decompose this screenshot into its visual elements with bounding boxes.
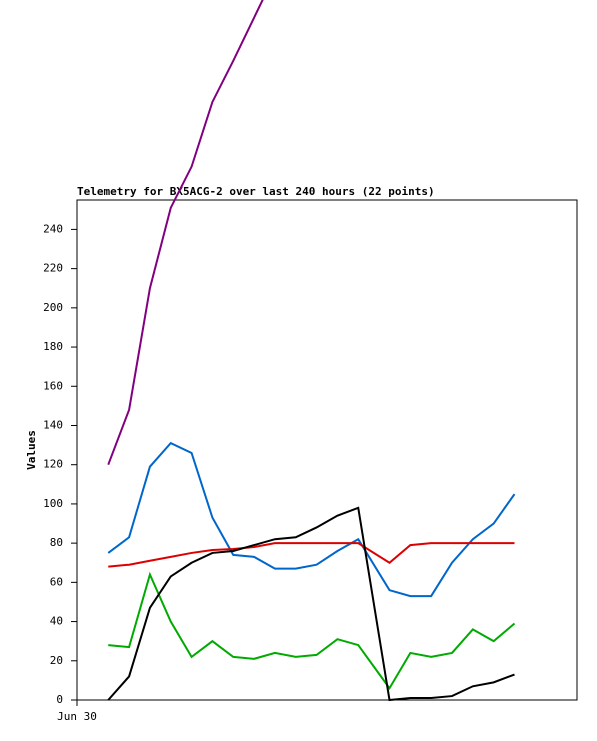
y-tick-label: 120 xyxy=(43,458,63,471)
series-line xyxy=(107,0,264,466)
y-tick-label: 40 xyxy=(50,615,63,628)
plot-frame xyxy=(76,199,578,701)
chart-title: Telemetry for BX5ACG-2 over last 240 hou… xyxy=(77,185,435,198)
x-tick-label: Jun 30 xyxy=(57,710,97,723)
y-tick-label: 240 xyxy=(43,222,63,235)
y-tick-label: 20 xyxy=(50,654,63,667)
y-tick-label: 200 xyxy=(43,301,63,314)
y-tick-label: 100 xyxy=(43,497,63,510)
y-tick-label: 160 xyxy=(43,379,63,392)
y-tick-label: 0 xyxy=(56,693,63,706)
series-line xyxy=(107,441,516,598)
y-tick-label: 220 xyxy=(43,262,63,275)
series-line xyxy=(108,542,515,568)
y-axis-label: Values xyxy=(25,430,38,470)
y-tick-label: 80 xyxy=(50,536,63,549)
series-line xyxy=(108,571,516,691)
y-tick-label: 180 xyxy=(43,340,63,353)
y-tick-label: 140 xyxy=(43,418,63,431)
y-tick-label: 60 xyxy=(50,575,63,588)
series-line xyxy=(107,506,515,702)
